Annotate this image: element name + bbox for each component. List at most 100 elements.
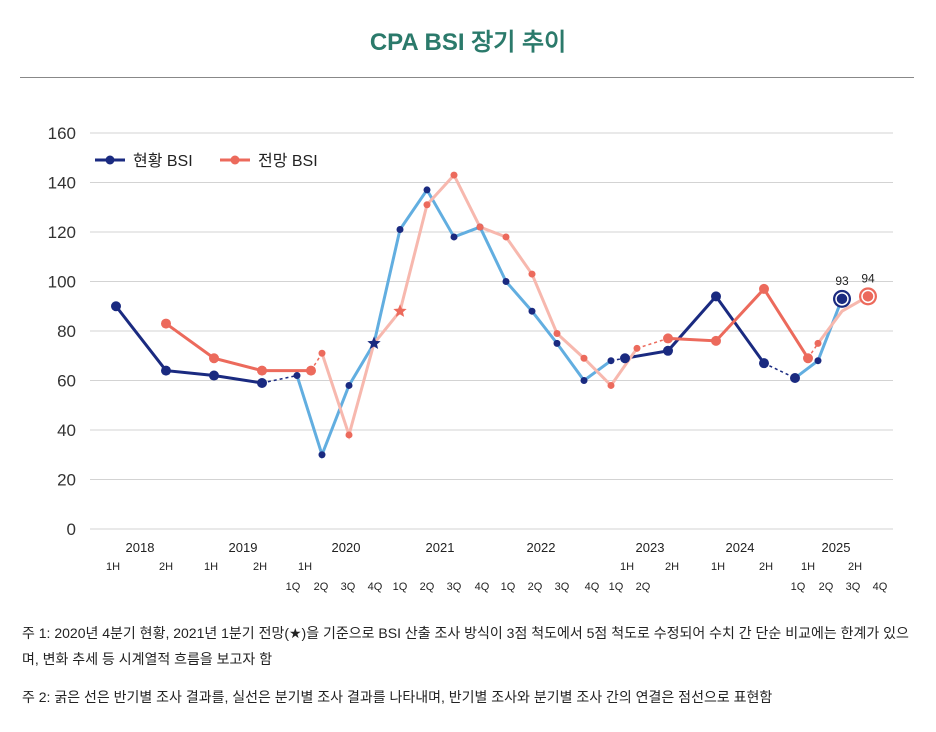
data-point (450, 171, 458, 179)
data-point (423, 201, 431, 209)
title-divider (20, 77, 914, 78)
x-half-label: 1H (620, 561, 634, 573)
y-tick-label: 140 (48, 174, 76, 193)
x-half-label: 2H (253, 561, 267, 573)
series-line-lightblue (295, 187, 612, 460)
data-point (790, 373, 800, 384)
data-point (209, 370, 219, 381)
data-point (663, 345, 673, 356)
series-line-red (667, 286, 810, 360)
legend-marker (230, 155, 240, 165)
x-quarter-label: 3Q (447, 581, 462, 593)
data-label: 94 (861, 271, 875, 285)
data-point (318, 451, 326, 459)
series-line-lightblue (794, 298, 844, 380)
data-point (345, 381, 353, 389)
data-point (711, 291, 721, 302)
x-year-label: 2020 (332, 540, 361, 555)
line-chart: 0 20 40 60 80 100 120 140 160 2018 2019 2020 2021 202… (48, 124, 893, 593)
data-point (161, 365, 171, 376)
y-tick-label: 60 (57, 372, 76, 391)
data-point (580, 354, 588, 362)
x-quarter-label: 3Q (341, 581, 356, 593)
data-point (580, 377, 588, 384)
y-tick-label: 20 (57, 471, 76, 490)
x-half-label: 1H (204, 561, 218, 573)
y-tick-label: 0 (67, 520, 76, 539)
x-quarter-label: 4Q (368, 581, 383, 593)
data-point (161, 318, 171, 329)
data-label: 93 (835, 274, 849, 288)
y-tick-label: 100 (48, 273, 76, 292)
x-half-label: 2H (759, 561, 773, 573)
data-point (711, 335, 721, 346)
x-quarter-label: 2Q (314, 581, 329, 593)
data-point (663, 333, 673, 344)
data-point (306, 365, 316, 376)
x-year-label: 2022 (527, 540, 556, 555)
data-point (620, 353, 630, 364)
data-point (257, 365, 267, 376)
x-half-label: 1H (711, 561, 725, 573)
x-quarter-label: 3Q (555, 581, 570, 593)
x-half-label: 2H (159, 561, 173, 573)
data-point (293, 372, 301, 380)
x-quarter-label: 2Q (528, 581, 543, 593)
y-tick-label: 160 (48, 124, 76, 143)
note-2: 주 2: 굵은 선은 반기별 조사 결과를, 실선은 분기별 조사 결과를 나타… (22, 689, 773, 705)
x-quarter-label: 1Q (393, 581, 408, 593)
data-point (814, 339, 822, 347)
x-year-label: 2023 (636, 540, 665, 555)
y-tick-label: 120 (48, 223, 76, 242)
x-quarter-label: 1Q (791, 581, 806, 593)
data-point (476, 223, 484, 231)
data-point (633, 344, 641, 352)
note-1: 주 1: 2020년 4분기 현황, 2021년 1분기 전망(★)을 기준으로… (22, 625, 909, 667)
x-quarter-label: 4Q (585, 581, 600, 593)
highlight-marker-ring (861, 289, 875, 304)
data-point (607, 381, 615, 389)
x-quarter-label: 2Q (819, 581, 834, 593)
data-point (528, 270, 536, 278)
x-quarter-label: 1Q (609, 581, 624, 593)
y-tick-label: 80 (57, 322, 76, 341)
x-quarter-label: 1Q (501, 581, 516, 593)
data-point (318, 349, 326, 357)
x-year-label: 2019 (229, 540, 258, 555)
series-line-navy (624, 293, 766, 365)
x-quarter-label: 2Q (420, 581, 435, 593)
data-point (450, 233, 458, 241)
data-point (111, 301, 121, 312)
data-point (553, 329, 561, 337)
data-point (396, 226, 404, 234)
x-half-label: 1H (298, 561, 312, 573)
legend-label: 전망 BSI (258, 152, 318, 170)
highlight-marker-core (863, 291, 873, 301)
x-quarter-label: 4Q (475, 581, 490, 593)
legend-label: 현황 BSI (133, 152, 193, 170)
x-year-label: 2021 (426, 540, 455, 555)
x-half-label: 1H (106, 561, 120, 573)
data-point (553, 339, 561, 347)
series-line-navy-dot (763, 362, 796, 379)
data-point (759, 358, 769, 369)
series-line-navy (114, 305, 263, 385)
data-point (759, 283, 769, 294)
data-point (345, 431, 353, 439)
series-line-navy-dot (261, 374, 298, 384)
data-point (502, 233, 510, 241)
legend-marker (105, 155, 115, 165)
x-year-label: 2018 (126, 540, 155, 555)
highlight-marker-core (837, 294, 847, 304)
data-point (803, 353, 813, 364)
data-point (257, 377, 267, 388)
series-line-lightred (320, 172, 639, 441)
x-half-label: 2H (848, 561, 862, 573)
highlight-marker-ring (835, 292, 849, 306)
x-quarter-label: 1Q (286, 581, 301, 593)
x-quarter-label: 4Q (873, 581, 888, 593)
data-point (607, 357, 615, 365)
y-tick-label: 40 (57, 421, 76, 440)
x-quarter-label: 2Q (636, 581, 651, 593)
